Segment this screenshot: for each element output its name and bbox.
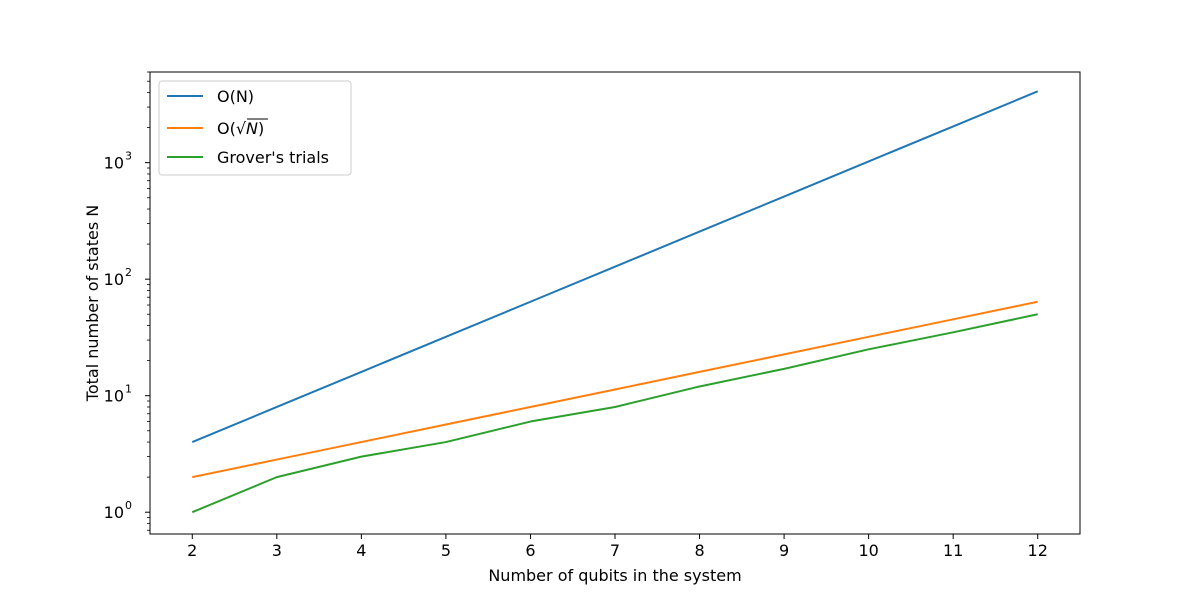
y-tick-label-exponent: 1 bbox=[125, 383, 132, 396]
y-tick-label-base: 10 bbox=[104, 154, 124, 173]
legend-label-o-sqrt-n-suffix: ) bbox=[258, 119, 264, 138]
x-tick-label: 7 bbox=[610, 541, 620, 560]
legend-label-grovers-trials: Grover's trials bbox=[217, 148, 329, 167]
y-axis-label: Total number of states N bbox=[83, 205, 102, 402]
x-tick-label: 2 bbox=[187, 541, 197, 560]
legend-label-o-sqrt-n: O(√N) bbox=[217, 119, 264, 138]
x-tick-label: 6 bbox=[525, 541, 535, 560]
x-tick-label: 11 bbox=[943, 541, 963, 560]
x-tick-label: 8 bbox=[694, 541, 704, 560]
series-line-o-n bbox=[191, 90, 1039, 443]
legend-label-o-sqrt-n-radical: √ bbox=[236, 119, 247, 138]
series-line-o-sqrt-n bbox=[192, 300, 1038, 479]
y-tick-label-base: 10 bbox=[104, 270, 124, 289]
legend-label-o-sqrt-n-symbol: N bbox=[246, 119, 258, 138]
x-tick-label: 4 bbox=[356, 541, 366, 560]
legend-label-o-n: O(N) bbox=[217, 87, 254, 106]
x-axis-label: Number of qubits in the system bbox=[488, 566, 741, 585]
y-tick-label-exponent: 2 bbox=[125, 266, 132, 279]
x-tick-label: 5 bbox=[441, 541, 451, 560]
x-tick-label: 12 bbox=[1028, 541, 1048, 560]
legend-label-o-sqrt-n-prefix: O( bbox=[217, 119, 236, 138]
y-tick-label-base: 10 bbox=[104, 387, 124, 406]
y-tick-label-exponent: 3 bbox=[125, 150, 132, 163]
x-tick-label: 3 bbox=[272, 541, 282, 560]
legend-box bbox=[158, 80, 352, 176]
x-axis: 2 3 4 5 6 7 8 9 10 11 12 bbox=[187, 534, 1048, 560]
plot-frame bbox=[149, 71, 1081, 535]
series-line-grovers-trials bbox=[191, 313, 1038, 514]
legend: O(N) O(√N) Grover's trials bbox=[158, 80, 352, 176]
x-tick-label: 10 bbox=[858, 541, 878, 560]
y-tick-label-base: 10 bbox=[104, 503, 124, 522]
y-tick-label-exponent: 0 bbox=[125, 499, 132, 512]
x-tick-label: 9 bbox=[779, 541, 789, 560]
plot-lines bbox=[191, 90, 1039, 514]
